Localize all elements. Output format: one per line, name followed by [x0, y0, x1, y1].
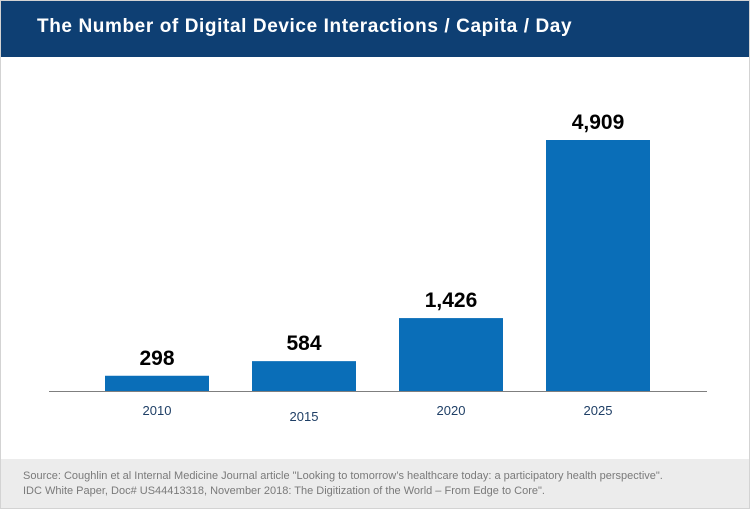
data-label-2020: 1,426	[425, 289, 478, 312]
bar-2025	[546, 140, 650, 391]
bar-2010	[105, 375, 209, 391]
source-citation-line-2: IDC White Paper, Doc# US44413318, Novemb…	[23, 485, 545, 497]
x-tick-label-2025: 2025	[584, 403, 613, 418]
bar-2020	[399, 318, 503, 391]
bar-2015	[252, 361, 356, 391]
x-tick-label-2020: 2020	[437, 403, 466, 418]
data-label-2015: 584	[286, 332, 321, 355]
data-label-2010: 298	[139, 347, 174, 370]
chart-title: The Number of Digital Device Interaction…	[37, 16, 573, 37]
source-citation-line-1: Source: Coughlin et al Internal Medicine…	[23, 470, 663, 482]
title-bar: The Number of Digital Device Interaction…	[1, 1, 749, 57]
source-footer: Source: Coughlin et al Internal Medicine…	[1, 459, 749, 508]
x-tick-label-2015: 2015	[290, 409, 319, 424]
x-tick-label-2010: 2010	[143, 403, 172, 418]
bar-chart: 298 2010 584 2015 1,426 2020 4,909 2025	[49, 111, 707, 424]
data-label-2025: 4,909	[572, 111, 625, 134]
